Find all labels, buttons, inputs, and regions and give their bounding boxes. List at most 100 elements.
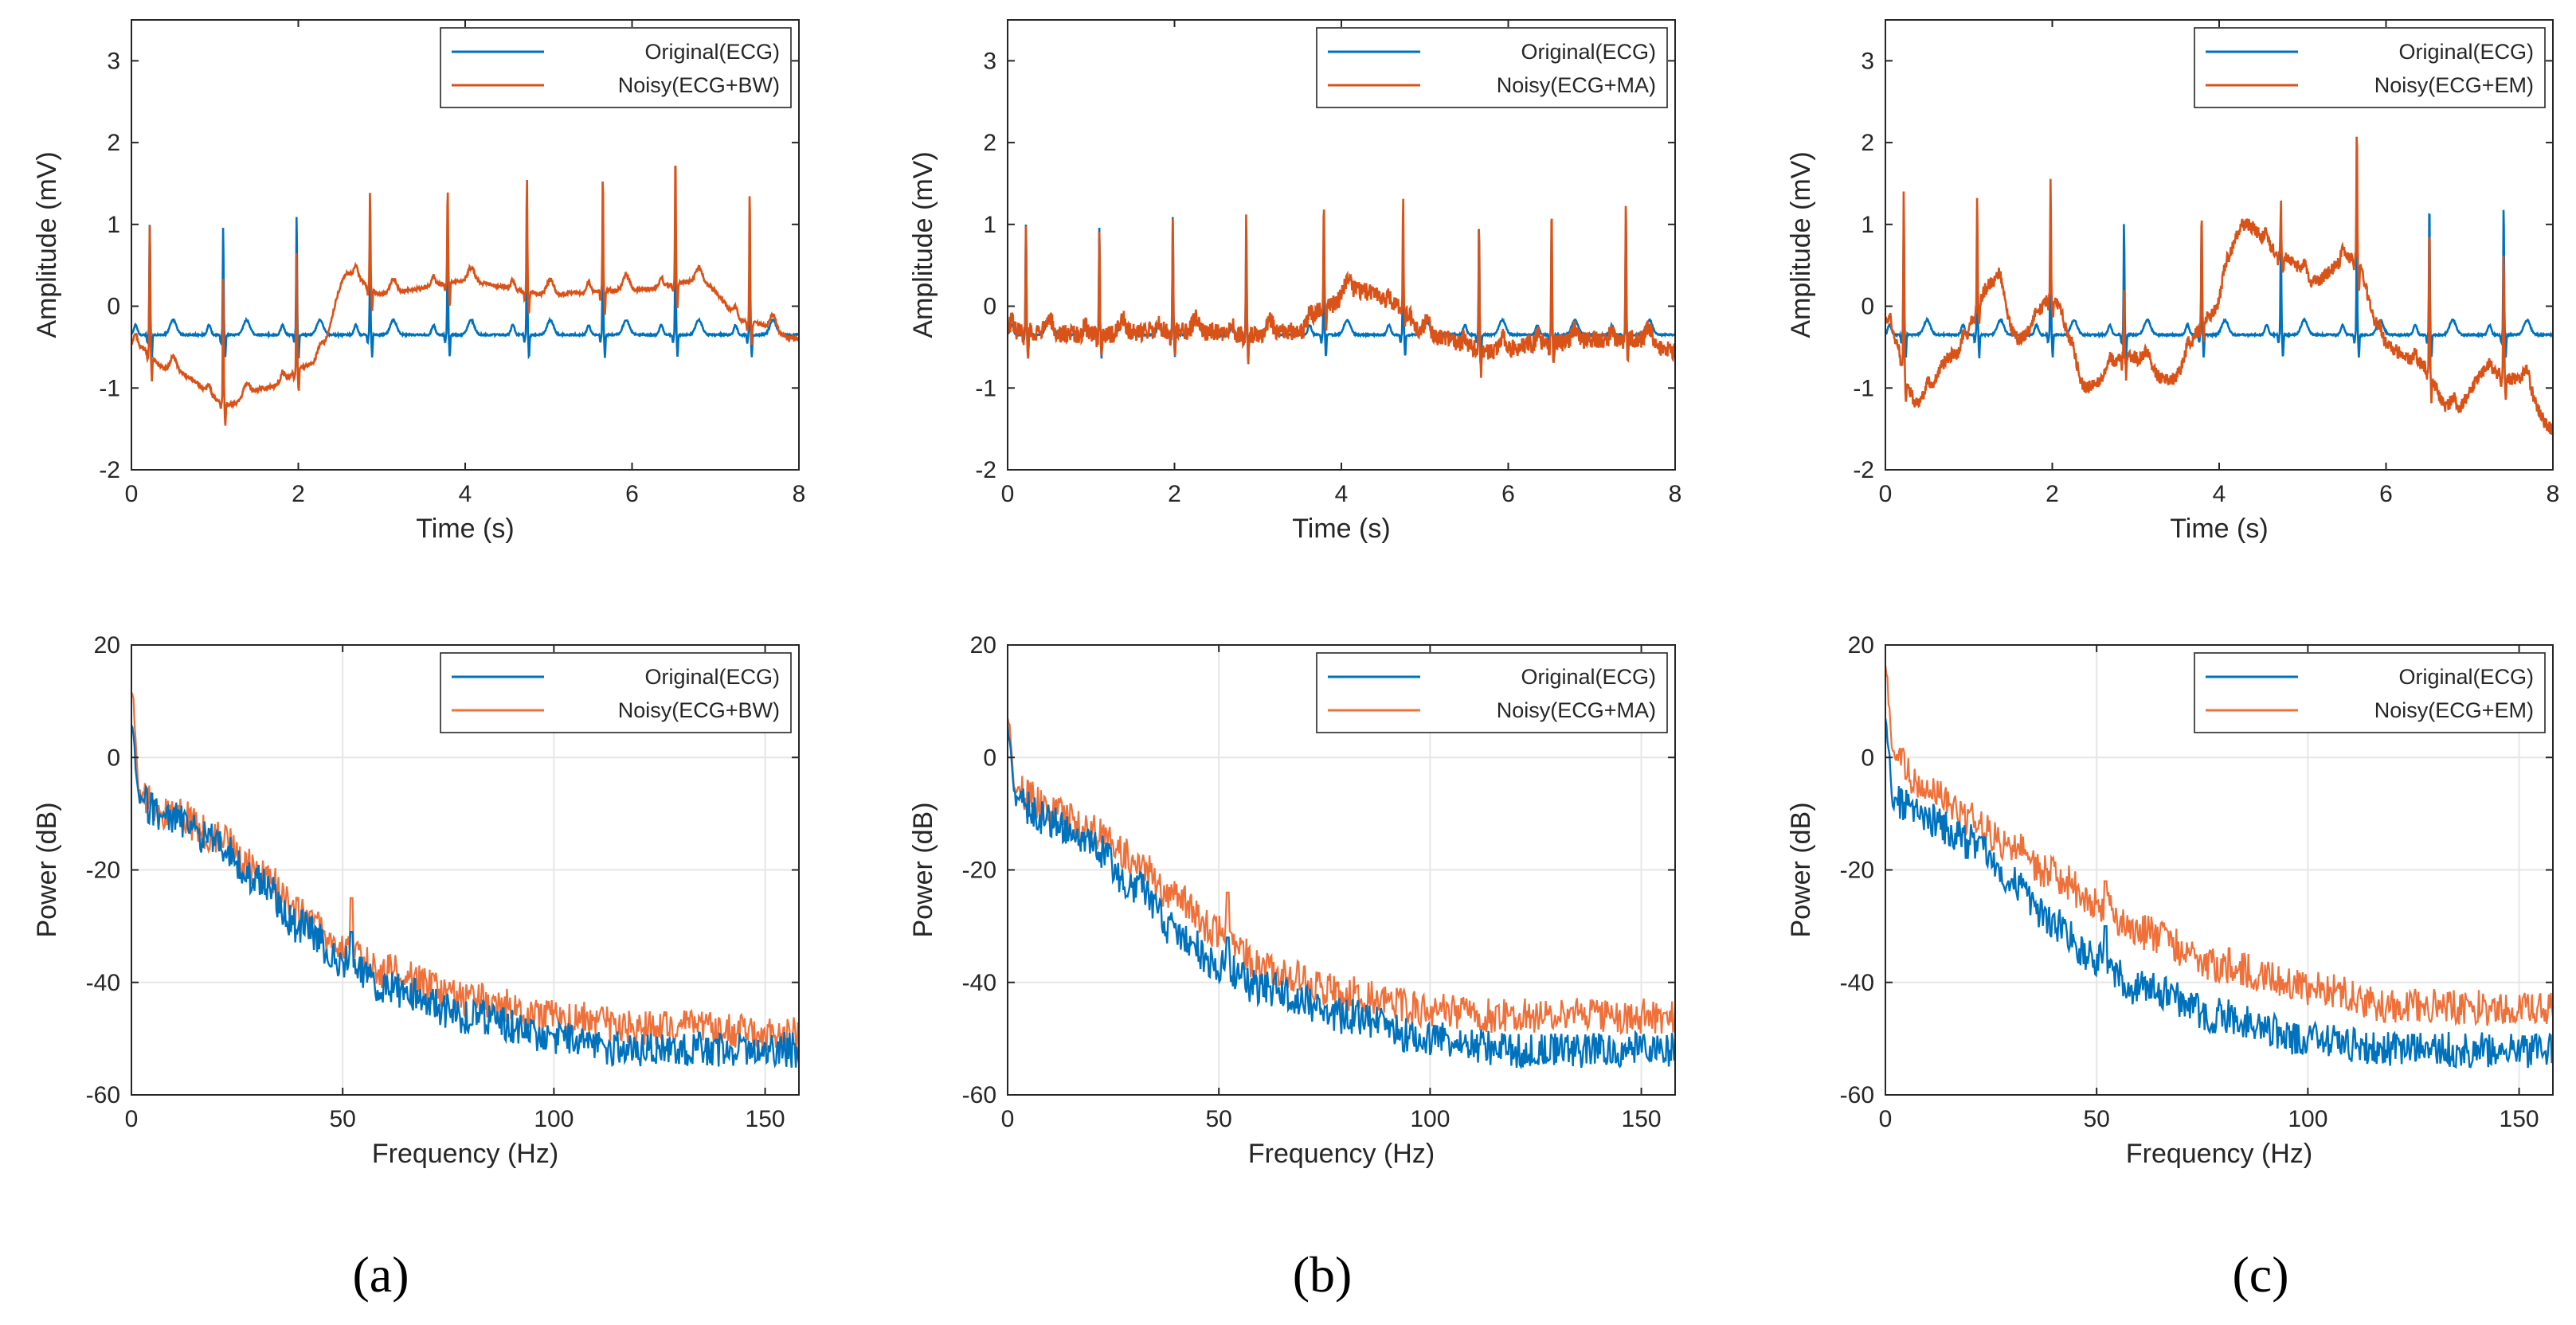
legend: Original(ECG) Noisy(ECG+MA) (1316, 27, 1668, 108)
y-tick-label: -40 (962, 970, 996, 996)
x-tick-label: 2 (292, 481, 305, 507)
x-tick-label: 50 (330, 1106, 356, 1132)
y-tick-label: 0 (1861, 294, 1874, 320)
x-axis-label: Frequency (Hz) (2126, 1139, 2312, 1169)
chart-c-time: 0 2 4 6 8 -2 -1 0 1 2 3 Time (s) Amplitude (mV) Origi… (1786, 19, 2560, 544)
legend-label-noisy: Noisy(ECG+MA) (1497, 73, 1656, 97)
y-tick-label: 0 (1861, 745, 1874, 771)
y-axis-label: Power (dB) (1786, 802, 1816, 937)
y-tick-label: -40 (86, 970, 120, 996)
legend-box (1316, 27, 1668, 108)
x-tick-label: 50 (2084, 1106, 2110, 1132)
y-axis-label: Amplitude (mV) (908, 151, 938, 338)
series-original-line (1008, 725, 1675, 1070)
x-axis-label: Time (s) (2170, 514, 2268, 544)
x-tick-label: 0 (1879, 1106, 1893, 1132)
x-tick-label: 0 (1001, 1106, 1015, 1132)
y-tick-label: -2 (1853, 457, 1874, 483)
y-tick-label: 3 (107, 48, 120, 74)
legend-label-original: Original(ECG) (2398, 40, 2534, 64)
legend-label-noisy: Noisy(ECG+EM) (2374, 698, 2534, 722)
x-axis-label: Frequency (Hz) (1248, 1139, 1435, 1169)
x-tick-label: 6 (625, 481, 639, 507)
series-original-line (1885, 209, 2553, 358)
legend-label-noisy: Noisy(ECG+EM) (2374, 73, 2534, 97)
x-tick-label: 50 (1206, 1106, 1232, 1132)
series-group (1885, 136, 2553, 435)
x-tick-label: 4 (1335, 481, 1349, 507)
x-tick-label: 4 (2213, 481, 2226, 507)
y-axis-label: Power (dB) (32, 802, 62, 937)
y-tick-label: -20 (1840, 858, 1874, 884)
y-tick-label: 1 (1861, 212, 1874, 238)
legend-box (440, 652, 792, 733)
y-tick-label: 3 (983, 48, 996, 74)
chart-c-psd: 0 50 100 150 -60 -40 -20 0 20 Frequency (Hz) Power… (1786, 632, 2554, 1169)
chart-a-psd: 0 50 100 150 -60 -40 -20 0 20 Frequency (Hz) Power… (32, 632, 800, 1169)
legend: Original(ECG) Noisy(ECG+BW) (440, 652, 792, 733)
legend-label-original: Original(ECG) (1521, 40, 1656, 64)
chart-b-time: 0 2 4 6 8 -2 -1 0 1 2 3 Time (s) Amplitude (mV) Origi… (908, 19, 1682, 544)
x-tick-label: 0 (125, 481, 139, 507)
y-tick-label: -20 (962, 858, 996, 884)
x-tick-label: 0 (1879, 481, 1893, 507)
legend: Original(ECG) Noisy(ECG+EM) (2194, 27, 2546, 108)
x-tick-label: 6 (1501, 481, 1515, 507)
x-tick-label: 2 (2046, 481, 2059, 507)
chart-a-time: 0 2 4 6 8 -2 -1 0 1 2 3 Time (s) Amplitude (mV) Origi… (32, 19, 806, 544)
y-tick-label: 1 (983, 212, 996, 238)
y-tick-label: 0 (107, 294, 120, 320)
series-original-line (1885, 718, 2553, 1069)
y-tick-label: 0 (983, 745, 996, 771)
series-group (131, 691, 799, 1069)
legend-label-original: Original(ECG) (644, 40, 780, 64)
series-noisy-line (1008, 198, 1675, 378)
x-axis-label: Time (s) (1292, 514, 1390, 544)
x-tick-label: 0 (125, 1106, 139, 1132)
x-tick-label: 100 (2288, 1106, 2327, 1132)
y-axis-label: Power (dB) (908, 802, 938, 937)
y-tick-label: 3 (1861, 48, 1874, 74)
legend-label-noisy: Noisy(ECG+BW) (618, 698, 780, 722)
chart-b-psd: 0 50 100 150 -60 -40 -20 0 20 Frequency (Hz) Power… (908, 632, 1676, 1169)
y-tick-label: -2 (99, 457, 120, 483)
series-group (131, 165, 799, 426)
legend-box (1316, 652, 1668, 733)
x-tick-label: 150 (2500, 1106, 2539, 1132)
y-tick-label: -1 (1853, 375, 1874, 401)
series-original-line (131, 217, 799, 360)
y-tick-label: 1 (107, 212, 120, 238)
x-tick-label: 2 (1168, 481, 1181, 507)
y-tick-label: 2 (983, 130, 996, 156)
legend: Original(ECG) Noisy(ECG+EM) (2194, 652, 2546, 733)
y-tick-label: 20 (970, 632, 996, 659)
y-tick-label: 2 (107, 130, 120, 156)
series-noisy-line (131, 165, 799, 426)
panels: 0 2 4 6 8 -2 -1 0 1 2 3 Time (s) Amplitude (mV) Origi… (32, 19, 2560, 1169)
series-group (1008, 198, 1675, 378)
series-group (1008, 717, 1675, 1070)
x-tick-label: 100 (1410, 1106, 1450, 1132)
y-tick-label: -20 (86, 858, 120, 884)
legend-label-noisy: Noisy(ECG+BW) (618, 73, 780, 97)
legend-box (2194, 652, 2546, 733)
series-original-line (131, 725, 799, 1069)
x-tick-label: 0 (1001, 481, 1015, 507)
x-tick-label: 100 (534, 1106, 574, 1132)
y-tick-label: -1 (99, 375, 120, 401)
panel-label-c: (c) (2232, 1246, 2288, 1303)
x-axis-label: Time (s) (416, 514, 514, 544)
y-tick-label: -2 (975, 457, 996, 483)
legend-label-original: Original(ECG) (644, 665, 780, 689)
x-tick-label: 6 (2379, 481, 2393, 507)
x-tick-label: 8 (2547, 481, 2560, 507)
x-tick-label: 8 (1669, 481, 1682, 507)
x-tick-label: 8 (793, 481, 806, 507)
series-group (1885, 665, 2553, 1069)
legend-box (440, 27, 792, 108)
series-noisy-line (1885, 136, 2553, 435)
legend: Original(ECG) Noisy(ECG+MA) (1316, 652, 1668, 733)
legend-label-noisy: Noisy(ECG+MA) (1497, 698, 1656, 722)
y-tick-label: -60 (86, 1082, 120, 1108)
series-noisy-line (1885, 665, 2553, 1027)
